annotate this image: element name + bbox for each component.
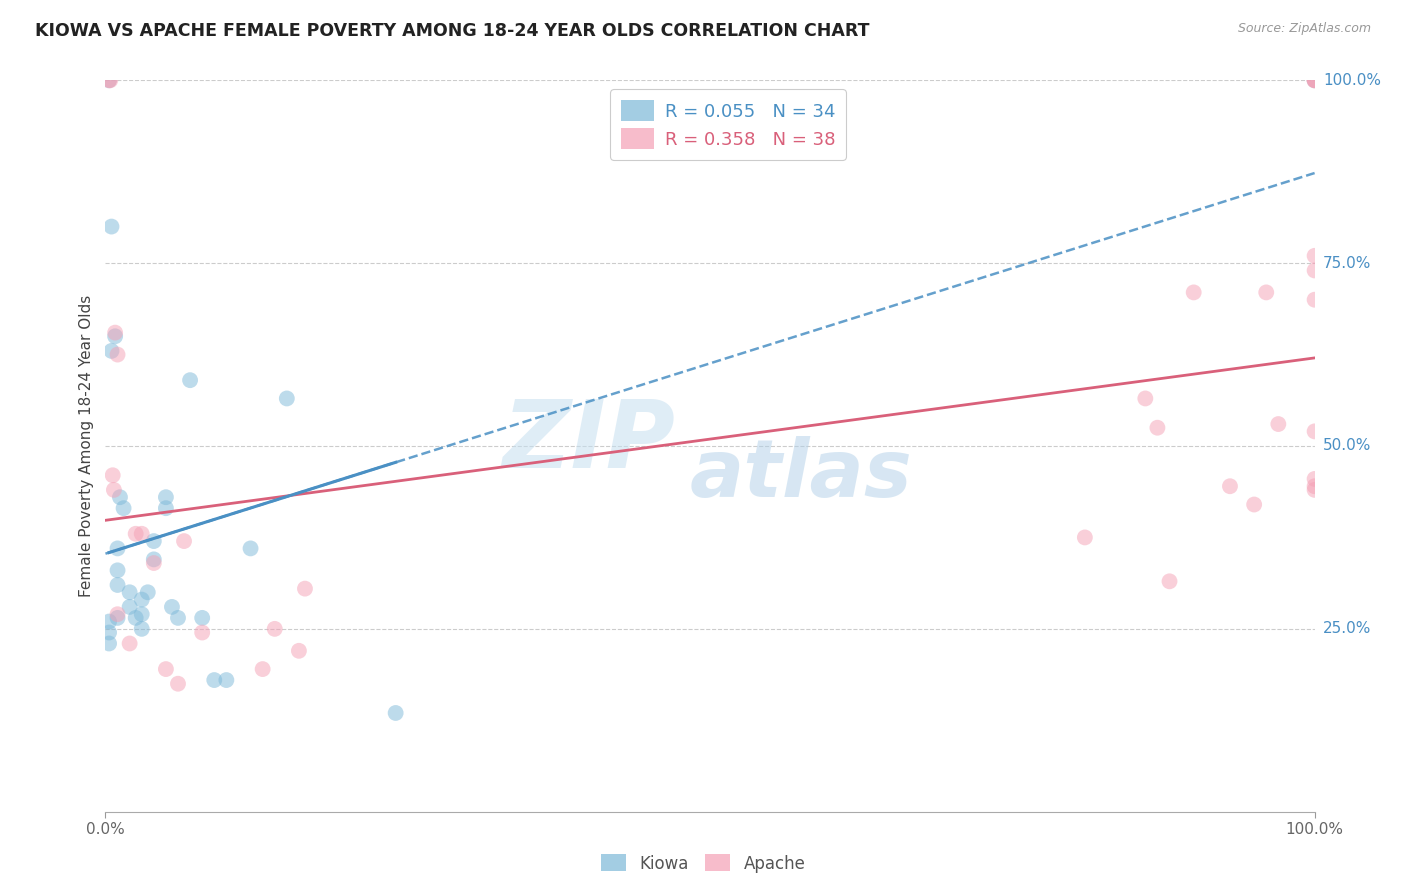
Point [142, 556, 165, 570]
Point [155, 501, 177, 516]
Point [118, 636, 141, 650]
Point [239, 541, 262, 556]
Point [100, 219, 122, 234]
Point [155, 490, 177, 504]
Point [1303, 293, 1326, 307]
Point [131, 526, 153, 541]
Text: 100.0%: 100.0% [1323, 73, 1381, 87]
Point [1303, 425, 1326, 439]
Point [112, 501, 135, 516]
Legend: R = 0.055   N = 34, R = 0.358   N = 38: R = 0.055 N = 34, R = 0.358 N = 38 [610, 89, 846, 160]
Point [131, 592, 153, 607]
Point [1303, 73, 1326, 87]
Point [1256, 285, 1278, 300]
Point [173, 534, 195, 549]
Point [191, 611, 214, 625]
Point [167, 611, 190, 625]
Point [103, 483, 125, 497]
Y-axis label: Female Poverty Among 18-24 Year Olds: Female Poverty Among 18-24 Year Olds [79, 295, 94, 597]
Point [108, 490, 131, 504]
Point [1303, 263, 1326, 277]
Point [1182, 285, 1205, 300]
Point [107, 578, 129, 592]
Point [1146, 421, 1168, 435]
Point [252, 662, 274, 676]
Point [98, 73, 121, 87]
Text: atlas: atlas [689, 436, 912, 515]
Point [1135, 392, 1157, 406]
Text: 75.0%: 75.0% [1323, 256, 1371, 270]
Point [98, 636, 121, 650]
Point [131, 622, 153, 636]
Point [98, 625, 121, 640]
Text: Source: ZipAtlas.com: Source: ZipAtlas.com [1237, 22, 1371, 36]
Point [1267, 417, 1289, 431]
Point [98, 73, 121, 87]
Point [1303, 73, 1326, 87]
Point [155, 662, 177, 676]
Point [215, 673, 238, 687]
Point [294, 582, 316, 596]
Point [98, 73, 121, 87]
Point [104, 326, 127, 340]
Point [98, 615, 121, 629]
Point [100, 343, 122, 358]
Point [202, 673, 225, 687]
Point [1303, 249, 1326, 263]
Point [276, 392, 298, 406]
Point [191, 625, 214, 640]
Point [107, 607, 129, 622]
Point [124, 611, 148, 625]
Point [104, 329, 127, 343]
Point [118, 585, 141, 599]
Point [118, 599, 141, 614]
Legend: Kiowa, Apache: Kiowa, Apache [595, 847, 811, 880]
Point [136, 585, 159, 599]
Point [384, 706, 406, 720]
Point [131, 607, 153, 622]
Point [160, 599, 183, 614]
Point [1159, 574, 1181, 589]
Point [1074, 530, 1097, 544]
Point [107, 611, 129, 625]
Text: KIOWA VS APACHE FEMALE POVERTY AMONG 18-24 YEAR OLDS CORRELATION CHART: KIOWA VS APACHE FEMALE POVERTY AMONG 18-… [35, 22, 870, 40]
Point [124, 526, 148, 541]
Point [1303, 483, 1326, 497]
Point [167, 676, 190, 690]
Point [1303, 472, 1326, 486]
Point [263, 622, 285, 636]
Text: 50.0%: 50.0% [1323, 439, 1371, 453]
Point [107, 541, 129, 556]
Point [179, 373, 201, 387]
Text: ZIP: ZIP [503, 396, 675, 488]
Point [107, 563, 129, 577]
Point [101, 468, 124, 483]
Point [1243, 498, 1265, 512]
Text: 25.0%: 25.0% [1323, 622, 1371, 636]
Point [142, 534, 165, 549]
Point [107, 348, 129, 362]
Point [1303, 73, 1326, 87]
Point [288, 644, 311, 658]
Point [142, 552, 165, 566]
Point [1303, 73, 1326, 87]
Point [1219, 479, 1241, 493]
Point [1303, 479, 1326, 493]
